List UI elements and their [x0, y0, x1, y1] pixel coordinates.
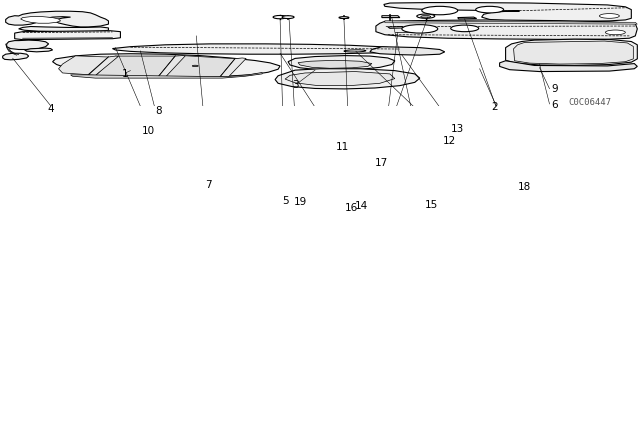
Polygon shape [370, 47, 445, 55]
Circle shape [273, 16, 287, 19]
Text: 7: 7 [205, 180, 212, 190]
Text: 6: 6 [551, 100, 558, 110]
Polygon shape [298, 60, 372, 68]
Polygon shape [95, 56, 175, 77]
Text: 8: 8 [155, 106, 162, 116]
Polygon shape [6, 11, 108, 27]
Polygon shape [19, 26, 108, 32]
Text: 5: 5 [282, 196, 289, 206]
Polygon shape [113, 44, 405, 54]
Polygon shape [59, 56, 108, 75]
Polygon shape [275, 69, 420, 89]
Polygon shape [20, 17, 61, 23]
Polygon shape [52, 54, 280, 77]
Ellipse shape [344, 50, 366, 52]
Polygon shape [285, 72, 395, 86]
Circle shape [422, 6, 458, 15]
Polygon shape [165, 56, 235, 77]
Text: 19: 19 [293, 197, 307, 207]
Polygon shape [506, 39, 637, 65]
Polygon shape [385, 21, 637, 24]
Text: 11: 11 [335, 142, 349, 151]
Text: 17: 17 [375, 158, 388, 168]
Circle shape [605, 30, 625, 34]
Polygon shape [500, 61, 637, 72]
Text: 2: 2 [492, 103, 498, 112]
Circle shape [600, 13, 620, 18]
Circle shape [417, 14, 435, 18]
Polygon shape [382, 16, 400, 17]
Circle shape [420, 16, 431, 18]
Polygon shape [88, 56, 118, 75]
Text: 13: 13 [451, 124, 465, 134]
Text: 15: 15 [425, 200, 438, 210]
Polygon shape [388, 26, 405, 28]
Polygon shape [15, 31, 120, 39]
Text: 10: 10 [142, 126, 155, 136]
Polygon shape [3, 53, 29, 60]
Polygon shape [458, 17, 477, 19]
Circle shape [451, 25, 479, 32]
Text: 3: 3 [292, 80, 298, 90]
Polygon shape [25, 48, 52, 52]
Text: 4: 4 [47, 103, 54, 114]
Polygon shape [288, 56, 395, 70]
Text: 9: 9 [551, 84, 558, 95]
Circle shape [282, 16, 294, 18]
Polygon shape [376, 20, 637, 39]
Polygon shape [513, 41, 634, 64]
Circle shape [192, 65, 198, 67]
Circle shape [476, 6, 504, 13]
Polygon shape [6, 40, 49, 49]
Text: 1: 1 [122, 69, 129, 79]
Polygon shape [384, 3, 631, 22]
Text: C0C06447: C0C06447 [568, 98, 611, 107]
Text: 16: 16 [346, 203, 358, 213]
Polygon shape [220, 58, 246, 77]
Polygon shape [70, 73, 262, 78]
Ellipse shape [339, 17, 349, 18]
Text: 18: 18 [518, 182, 531, 193]
Circle shape [402, 25, 438, 33]
Text: 12: 12 [443, 136, 456, 146]
Polygon shape [158, 56, 186, 77]
Text: 14: 14 [355, 201, 369, 211]
